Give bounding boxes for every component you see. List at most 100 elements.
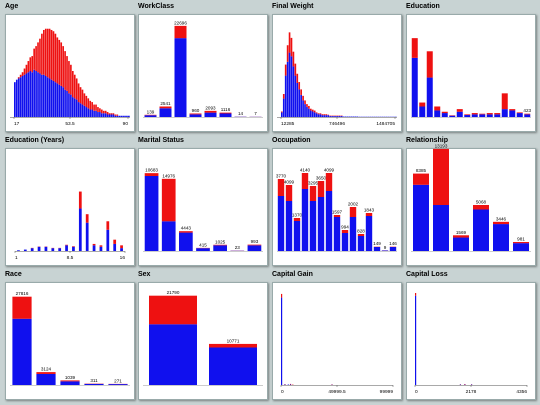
bar bbox=[106, 114, 109, 117]
bar-top bbox=[120, 245, 123, 249]
bar-top bbox=[31, 56, 34, 73]
bar-top bbox=[21, 72, 24, 76]
plot-area: 3770 4099 1370 4140 3295 3650 4099 1597 994 2002 8… bbox=[272, 148, 402, 266]
plot-area: 0 2178 4356 bbox=[406, 282, 536, 400]
bar bbox=[112, 114, 115, 117]
bar bbox=[118, 115, 121, 117]
panel-workclass[interactable]: WorkClass 139 2541 22696 960 2093 1116 14 7 bbox=[137, 0, 268, 132]
bar bbox=[68, 93, 70, 117]
bar bbox=[453, 237, 469, 251]
bar bbox=[196, 248, 210, 251]
bar-top bbox=[85, 95, 88, 108]
bar-top bbox=[68, 61, 70, 94]
bar-top bbox=[453, 235, 469, 238]
bar-top bbox=[50, 29, 53, 80]
bar bbox=[174, 38, 187, 118]
bar-top bbox=[97, 107, 99, 113]
panel-education-years[interactable]: Education (Years) 1 8.5 16 bbox=[4, 134, 135, 266]
bar-top bbox=[83, 93, 86, 106]
bar-top bbox=[323, 114, 326, 116]
bar bbox=[97, 112, 99, 117]
bar-top bbox=[282, 94, 285, 99]
bar-top bbox=[288, 32, 291, 53]
bar bbox=[329, 116, 331, 117]
bar-top bbox=[91, 102, 93, 110]
bar-top bbox=[113, 239, 117, 244]
bar bbox=[315, 113, 318, 117]
bar-value-label: 14976 bbox=[162, 173, 175, 178]
panel-title: Race bbox=[5, 271, 22, 278]
bar bbox=[89, 109, 92, 117]
bar bbox=[304, 104, 306, 117]
bar-top bbox=[60, 42, 63, 86]
bar-top bbox=[159, 106, 172, 109]
bar-top bbox=[56, 37, 59, 84]
bar bbox=[357, 236, 365, 251]
chart-svg: 0 49999.5 99999 bbox=[280, 293, 393, 395]
bar bbox=[99, 112, 101, 117]
bar bbox=[149, 324, 197, 385]
bar bbox=[486, 114, 493, 117]
panel-final-weight[interactable]: Final Weight 12285 746496 1484705 bbox=[271, 0, 402, 132]
bar bbox=[289, 384, 292, 385]
plot-area: 27816 3124 1039 311 271 bbox=[5, 282, 135, 400]
bar bbox=[99, 246, 103, 251]
bar bbox=[306, 106, 308, 117]
bar bbox=[426, 77, 433, 117]
bar bbox=[124, 115, 126, 117]
bar bbox=[114, 115, 117, 117]
bar-top bbox=[357, 234, 365, 236]
bar-value-label: 10771 bbox=[227, 338, 240, 343]
panel-marital-status[interactable]: Marital Status 10683 14976 4443 415 1025 23 993 bbox=[137, 134, 268, 266]
bar bbox=[302, 100, 304, 117]
bar bbox=[415, 295, 417, 385]
panel-relationship[interactable]: Relationship 8385 13193 1569 5068 3446 981 bbox=[405, 134, 536, 266]
panel-capital-loss[interactable]: Capital Loss 0 2178 4356 bbox=[405, 268, 536, 400]
bar-value-label: 994 bbox=[341, 225, 349, 230]
plot-area: 12285 746496 1484705 bbox=[272, 14, 402, 132]
bar-value-label: 27816 bbox=[16, 291, 29, 296]
bar bbox=[60, 85, 63, 117]
bar bbox=[282, 98, 285, 117]
bar bbox=[66, 90, 68, 117]
bar-top bbox=[33, 48, 35, 70]
bar-top bbox=[317, 113, 320, 115]
bar bbox=[434, 110, 441, 117]
chart-svg: 27816 3124 1039 311 271 bbox=[10, 291, 130, 386]
panel-title: Capital Gain bbox=[272, 271, 313, 278]
bar bbox=[30, 248, 34, 251]
bar bbox=[494, 114, 501, 117]
bar bbox=[33, 69, 35, 117]
bar bbox=[120, 115, 122, 117]
bar-top bbox=[317, 181, 325, 197]
plot-area: 1 8.5 16 bbox=[5, 148, 135, 266]
bar bbox=[85, 107, 88, 117]
plot-area: 17 53.5 90 bbox=[5, 14, 135, 132]
bar bbox=[341, 233, 349, 251]
bar bbox=[35, 71, 37, 117]
bar bbox=[290, 56, 293, 117]
bar bbox=[213, 245, 227, 251]
bar-value-label: 149 bbox=[373, 241, 381, 246]
panel-occupation[interactable]: Occupation 3770 4099 1370 4140 3295 3650 4099 15… bbox=[271, 134, 402, 266]
bar-top bbox=[292, 51, 295, 67]
plot-area: 423 bbox=[406, 14, 536, 132]
bar-top bbox=[433, 148, 449, 205]
bar-top bbox=[284, 64, 287, 76]
bar bbox=[509, 110, 516, 117]
bar-top bbox=[41, 33, 43, 75]
bar-top bbox=[281, 111, 283, 113]
bar bbox=[64, 89, 66, 117]
panel-education[interactable]: Education 423 bbox=[405, 0, 536, 132]
bar-top bbox=[114, 114, 117, 116]
plot-area: 8385 13193 1569 5068 3446 981 bbox=[406, 143, 536, 266]
panel-age[interactable]: Age 17 53.5 90 bbox=[4, 0, 135, 132]
bar-top bbox=[204, 110, 217, 113]
panel-sex[interactable]: Sex 21790 10771 bbox=[137, 268, 268, 400]
bar bbox=[209, 347, 257, 385]
panel-capital-gain[interactable]: Capital Gain 0 49999.5 99999 bbox=[271, 268, 402, 400]
bar-top bbox=[60, 380, 80, 382]
panel-race[interactable]: Race 27816 3124 1039 311 271 bbox=[4, 268, 135, 400]
bar bbox=[83, 105, 86, 117]
bar-value-label: 9 bbox=[384, 245, 387, 250]
